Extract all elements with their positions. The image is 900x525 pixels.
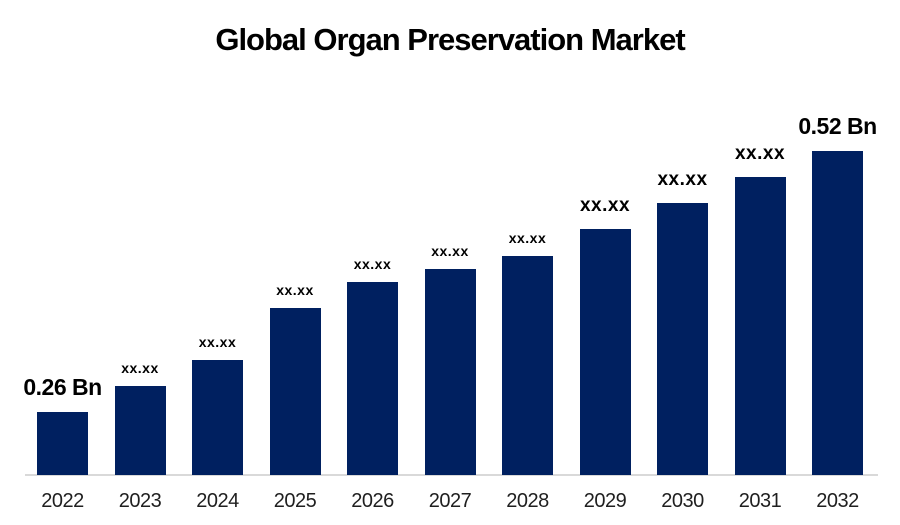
- bar-group-2024: xx.xx: [179, 333, 257, 475]
- x-axis-label-2026: 2026: [351, 490, 394, 512]
- chart-title: Global Organ Preservation Market: [215, 22, 685, 57]
- x-axis-label-2025: 2025: [273, 490, 317, 512]
- x-axis-label-2030: 2030: [661, 490, 704, 512]
- bar-group-2029: xx.xx: [566, 195, 644, 475]
- bar-group-2030: xx.xx: [644, 169, 722, 475]
- x-axis-label-2029: 2029: [583, 490, 627, 512]
- bar-group-2027: xx.xx: [411, 242, 489, 475]
- x-axis-label-2032: 2032: [816, 490, 859, 512]
- bar-2025: [269, 308, 321, 475]
- bar-group-2022: 0.26 Bn: [23, 373, 102, 475]
- bar-2029: [579, 229, 631, 475]
- bar-2032: [812, 151, 863, 475]
- bar-value-label-2027: xx.xx: [431, 242, 469, 259]
- bar-group-2023: xx.xx: [101, 359, 179, 475]
- bar-value-label-2029: xx.xx: [579, 195, 631, 217]
- bar-value-label-2026: xx.xx: [353, 255, 392, 272]
- bar-2022: [37, 412, 88, 475]
- x-axis-label-2028: 2028: [506, 490, 549, 512]
- x-axis-label-2023: 2023: [118, 490, 162, 512]
- bar-value-label-2028: xx.xx: [508, 229, 547, 246]
- bar-value-label-2022: 0.26 Bn: [23, 373, 102, 400]
- bar-2031: [734, 177, 786, 475]
- bar-2023: [114, 386, 166, 475]
- bar-group-2025: xx.xx: [256, 281, 334, 475]
- x-axis-line: [25, 474, 878, 476]
- bar-2030: [657, 203, 708, 475]
- bar-2024: [192, 360, 243, 475]
- x-axis-label-2031: 2031: [738, 490, 782, 512]
- bar-value-label-2030: xx.xx: [657, 169, 708, 191]
- bar-value-label-2023: xx.xx: [121, 359, 159, 376]
- bar-value-label-2025: xx.xx: [276, 281, 314, 298]
- bar-2027: [424, 269, 476, 475]
- bar-2028: [502, 256, 553, 475]
- bar-group-2031: xx.xx: [721, 143, 799, 475]
- bar-value-label-2031: xx.xx: [734, 143, 786, 165]
- x-axis-label-2024: 2024: [196, 490, 239, 512]
- bar-group-2028: xx.xx: [489, 229, 567, 475]
- bar-group-2026: xx.xx: [334, 255, 412, 475]
- x-axis-label-2022: 2022: [41, 490, 84, 512]
- bar-2026: [347, 282, 398, 475]
- bar-value-label-2032: 0.52 Bn: [798, 112, 877, 139]
- bar-value-label-2024: xx.xx: [198, 333, 237, 350]
- bar-group-2032: 0.52 Bn: [798, 112, 877, 475]
- x-axis-label-2027: 2027: [428, 490, 472, 512]
